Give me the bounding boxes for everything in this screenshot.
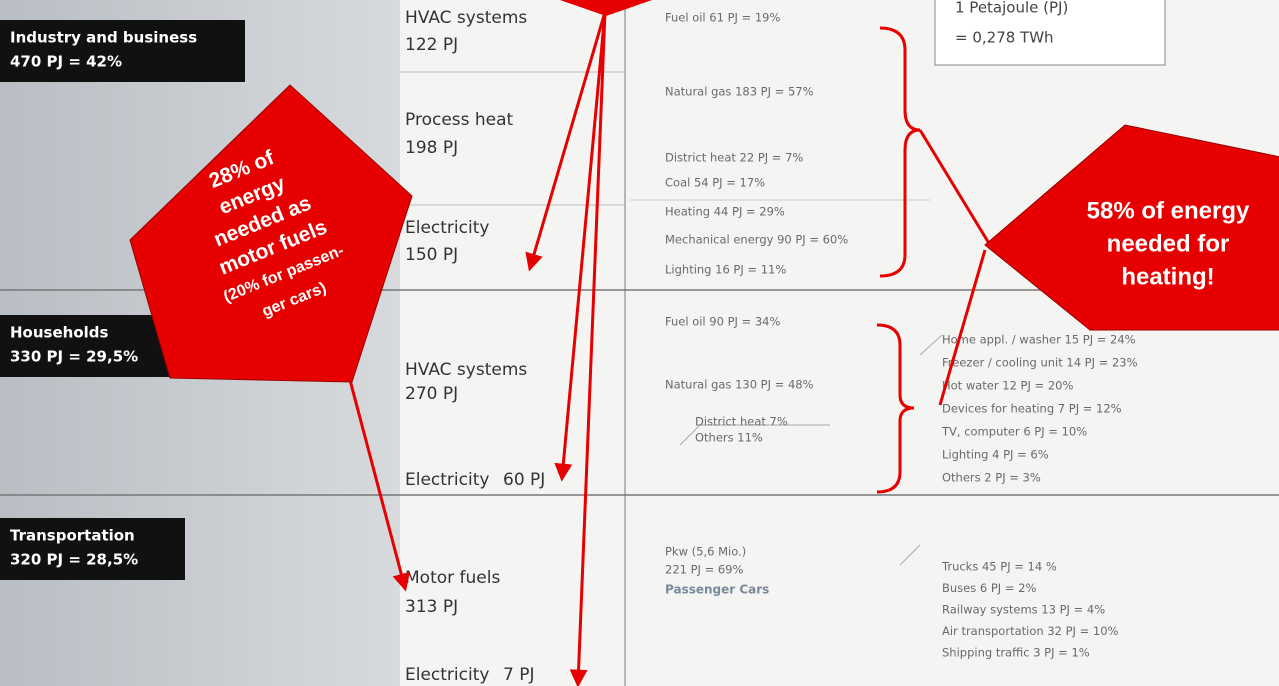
- sector-value: 470 PJ = 42%: [10, 53, 122, 71]
- use-value: 270 PJ: [405, 384, 458, 404]
- sector-name: Transportation: [10, 527, 135, 545]
- detail-line: Fuel oil 90 PJ = 34%: [665, 315, 780, 329]
- use-value: 60 PJ: [503, 470, 545, 490]
- detail-line: TV, computer 6 PJ = 10%: [941, 425, 1087, 439]
- use-value: 122 PJ: [405, 35, 458, 55]
- use-name: Electricity: [405, 665, 489, 685]
- detail-line: Devices for heating 7 PJ = 12%: [942, 402, 1122, 416]
- callout-text: 58% of energy: [1087, 197, 1250, 224]
- use-value: 313 PJ: [405, 597, 458, 617]
- callout-text: needed for: [1107, 230, 1230, 257]
- callout-text: heating!: [1121, 263, 1214, 290]
- detail-line: Others 11%: [695, 431, 763, 445]
- detail-line: Pkw (5,6 Mio.): [665, 545, 746, 559]
- detail-line: 221 PJ = 69%: [665, 563, 744, 577]
- use-name: Electricity: [405, 470, 489, 490]
- use-value: 198 PJ: [405, 138, 458, 158]
- use-value: 7 PJ: [503, 665, 535, 685]
- use-value: 150 PJ: [405, 245, 458, 265]
- panel: [400, 0, 1279, 686]
- detail-line: Buses 6 PJ = 2%: [942, 581, 1036, 595]
- detail-line: Others 2 PJ = 3%: [942, 471, 1041, 485]
- detail-line: District heat 7%: [695, 415, 788, 429]
- detail-line: Natural gas 130 PJ = 48%: [665, 378, 814, 392]
- sector-name: Industry and business: [10, 29, 197, 47]
- detail-line: Shipping traffic 3 PJ = 1%: [942, 646, 1090, 660]
- detail-line: Lighting 16 PJ = 11%: [665, 263, 786, 277]
- detail-line: Railway systems 13 PJ = 4%: [942, 603, 1105, 617]
- use-name: HVAC systems: [405, 360, 527, 380]
- detail-line: Fuel oil 61 PJ = 19%: [665, 11, 780, 25]
- use-name: Motor fuels: [405, 568, 500, 588]
- detail-line: Air transportation 32 PJ = 10%: [942, 624, 1119, 638]
- sector-name: Households: [10, 324, 109, 342]
- detail-line: Mechanical energy 90 PJ = 60%: [665, 233, 848, 247]
- detail-line: Freezer / cooling unit 14 PJ = 23%: [942, 356, 1138, 370]
- detail-line: Natural gas 183 PJ = 57%: [665, 85, 814, 99]
- use-name: Electricity: [405, 218, 489, 238]
- detail-line: Home appl. / washer 15 PJ = 24%: [942, 333, 1136, 347]
- detail-line: District heat 22 PJ = 7%: [665, 151, 803, 165]
- use-name: HVAC systems: [405, 8, 527, 28]
- detail-note: Passenger Cars: [665, 583, 769, 597]
- detail-line: Hot water 12 PJ = 20%: [942, 379, 1073, 393]
- diagram: 1 Petajoule (PJ) = 0,278 TWh Industry an…: [0, 0, 1279, 686]
- use-name: Process heat: [405, 110, 514, 130]
- detail-line: Coal 54 PJ = 17%: [665, 176, 765, 190]
- sector-value: 320 PJ = 28,5%: [10, 551, 138, 569]
- info-text: = 0,278 TWh: [955, 29, 1054, 47]
- detail-line: Heating 44 PJ = 29%: [665, 205, 785, 219]
- detail-line: Trucks 45 PJ = 14 %: [941, 560, 1057, 574]
- detail-line: Lighting 4 PJ = 6%: [942, 448, 1049, 462]
- info-text: 1 Petajoule (PJ): [955, 0, 1068, 17]
- sector-value: 330 PJ = 29,5%: [10, 348, 138, 366]
